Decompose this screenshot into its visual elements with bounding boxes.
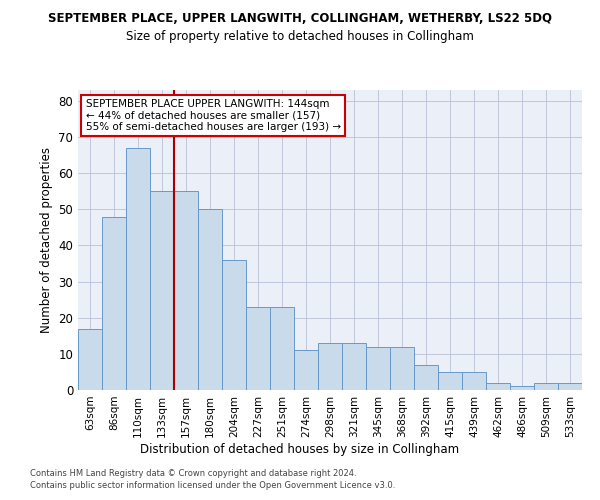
Bar xyxy=(462,372,486,390)
Bar xyxy=(294,350,318,390)
Bar xyxy=(534,383,558,390)
Bar xyxy=(414,364,438,390)
Y-axis label: Number of detached properties: Number of detached properties xyxy=(40,147,53,333)
Bar xyxy=(126,148,150,390)
Bar xyxy=(342,343,366,390)
Bar xyxy=(438,372,462,390)
Text: Size of property relative to detached houses in Collingham: Size of property relative to detached ho… xyxy=(126,30,474,43)
Bar xyxy=(222,260,246,390)
Text: SEPTEMBER PLACE, UPPER LANGWITH, COLLINGHAM, WETHERBY, LS22 5DQ: SEPTEMBER PLACE, UPPER LANGWITH, COLLING… xyxy=(48,12,552,26)
Bar xyxy=(318,343,342,390)
Bar xyxy=(270,307,294,390)
Bar xyxy=(558,383,582,390)
Bar xyxy=(102,216,126,390)
Text: Contains public sector information licensed under the Open Government Licence v3: Contains public sector information licen… xyxy=(30,481,395,490)
Bar xyxy=(150,191,174,390)
Text: SEPTEMBER PLACE UPPER LANGWITH: 144sqm
← 44% of detached houses are smaller (157: SEPTEMBER PLACE UPPER LANGWITH: 144sqm ←… xyxy=(86,99,341,132)
Bar xyxy=(486,383,510,390)
Bar xyxy=(174,191,198,390)
Bar xyxy=(390,346,414,390)
Bar xyxy=(198,210,222,390)
Bar xyxy=(78,328,102,390)
Bar xyxy=(510,386,534,390)
Bar xyxy=(246,307,270,390)
Text: Distribution of detached houses by size in Collingham: Distribution of detached houses by size … xyxy=(140,442,460,456)
Bar xyxy=(366,346,390,390)
Text: Contains HM Land Registry data © Crown copyright and database right 2024.: Contains HM Land Registry data © Crown c… xyxy=(30,468,356,477)
